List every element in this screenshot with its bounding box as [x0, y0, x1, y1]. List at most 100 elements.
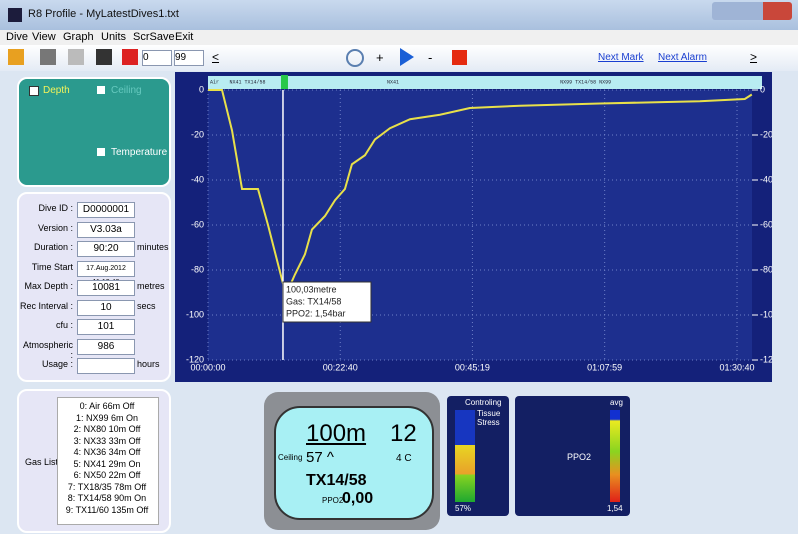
gas-item: 7: TX18/35 78m Off — [57, 482, 157, 492]
x-tick-label: 00:45:19 — [455, 362, 490, 372]
menu-item[interactable]: Exit — [175, 31, 193, 43]
info-value: 10081 — [77, 280, 135, 296]
tissue-value: 57% — [455, 504, 471, 513]
stop-button[interactable] — [452, 50, 467, 65]
gas-item: 1: NX99 6m On — [57, 413, 157, 423]
info-unit: minutes — [137, 242, 169, 252]
annotation-text: PPO2: 1,54bar — [286, 308, 346, 318]
gas-item: 8: TX14/58 90m On — [57, 493, 157, 503]
ceiling-readout: 57 ^ — [306, 449, 334, 466]
annotation-text: 100,03metre — [286, 284, 337, 294]
depth-option[interactable]: Depth — [43, 85, 70, 96]
from-input[interactable]: 0 — [142, 50, 172, 66]
info-unit: metres — [137, 281, 165, 291]
menu-item[interactable]: Dive — [6, 31, 28, 43]
info-label: Version : — [19, 223, 73, 233]
y2-tick-label: -40 — [760, 174, 772, 184]
y-tick-label: -40 — [191, 174, 204, 184]
y-tick-label: 0 — [199, 84, 204, 94]
ppo2-readout: 0,00 — [342, 490, 373, 508]
forward-button[interactable]: > — [750, 50, 757, 64]
info-label: Atmospheric : — [19, 340, 73, 360]
y-tick-label: -60 — [191, 219, 204, 229]
window-title: R8 Profile - MyLatestDives1.txt — [28, 8, 179, 20]
ppo2-panel: avg PPO2 1,54 — [515, 396, 630, 516]
y-tick-label: -80 — [191, 264, 204, 274]
info-value: V3.03a — [77, 222, 135, 238]
next-alarm[interactable]: Next Alarm — [658, 52, 707, 63]
gas-bar-label: NX99 TX14/58 NX99 — [560, 79, 611, 85]
print-icon[interactable] — [68, 49, 84, 65]
table-icon[interactable] — [40, 49, 56, 65]
cursor-marker — [281, 75, 288, 89]
y-tick-label: -100 — [186, 309, 204, 319]
gas-item: 5: NX41 29m On — [57, 459, 157, 469]
info-unit: hours — [137, 359, 160, 369]
to-input[interactable]: 99 — [174, 50, 204, 66]
time-readout: 12 — [390, 420, 417, 448]
save-icon[interactable] — [96, 49, 112, 65]
zoom-in[interactable]: + — [376, 50, 384, 65]
info-label: cfu : — [19, 320, 73, 330]
gas-list-label: Gas List — [25, 457, 58, 467]
ppo2-panel-label: PPO2 — [567, 452, 591, 462]
annotation-text: Gas: TX14/58 — [286, 296, 341, 306]
ppo2-panel-value: 1,54 — [607, 504, 623, 513]
home-icon[interactable] — [8, 49, 24, 65]
gas-item: 4: NX36 34m Off — [57, 447, 157, 457]
y2-tick-label: -60 — [760, 219, 772, 229]
menu-item[interactable]: Graph — [63, 31, 94, 43]
depth-chart: 00-20-20-40-40-60-60-80-80-100-100-120-1… — [175, 72, 772, 382]
gas-item: 6: NX50 22m Off — [57, 470, 157, 480]
play-button[interactable] — [400, 48, 414, 66]
y2-tick-label: -80 — [760, 264, 772, 274]
ceiling-option[interactable]: Ceiling — [111, 85, 142, 96]
info-label: Usage : — [19, 359, 73, 369]
info-unit: secs — [137, 301, 156, 311]
info-label: Time Start — [19, 262, 73, 272]
info-label: Duration : — [19, 242, 73, 252]
window-controls[interactable] — [712, 2, 792, 20]
info-value: 101 — [77, 319, 135, 335]
tissue-subtitle: Tissue Stress — [477, 409, 507, 427]
tissue-title: Controling — [465, 398, 501, 407]
y2-tick-label: -20 — [760, 129, 772, 139]
gas-bar-label: NX41 — [387, 79, 399, 85]
info-value: 10 — [77, 300, 135, 316]
marker-icon[interactable] — [122, 49, 138, 65]
title-bar: R8 Profile - MyLatestDives1.txt — [0, 0, 798, 30]
gas-bar-label: Air — [210, 79, 219, 85]
x-tick-label: 00:22:40 — [323, 362, 358, 372]
app-icon — [8, 8, 22, 22]
x-tick-label: 00:00:00 — [190, 362, 225, 372]
gas-item: 2: NX80 10m Off — [57, 424, 157, 434]
zoom-out[interactable]: - — [428, 50, 432, 65]
back-button[interactable]: < — [212, 50, 219, 64]
info-value: 90:20 — [77, 241, 135, 257]
toolbar: 0 99 < + - Next Mark Next Alarm > — [0, 45, 798, 71]
computer-screen: 100m 12 Ceiling 57 ^ 4 C TX14/58 PPO2 0,… — [274, 406, 434, 520]
info-value: D0000001 — [77, 202, 135, 218]
menu-item[interactable]: View — [32, 31, 56, 43]
menu-item[interactable]: ScrSave — [133, 31, 175, 43]
gas-item: 9: TX11/60 135m Off — [57, 505, 157, 515]
temperature-option[interactable]: Temperature — [111, 147, 167, 158]
dive-computer: 100m 12 Ceiling 57 ^ 4 C TX14/58 PPO2 0,… — [264, 392, 440, 530]
info-label: Max Depth : — [19, 281, 73, 291]
checkbox[interactable] — [97, 86, 105, 94]
checkbox-checked[interactable] — [29, 86, 39, 96]
info-value: 986 — [77, 339, 135, 355]
temp-readout: 4 C — [396, 453, 412, 464]
menu-item[interactable]: Units — [101, 31, 126, 43]
gas-item: 3: NX33 33m Off — [57, 436, 157, 446]
gas-bar-label: NX41 TX14/58 — [229, 79, 265, 85]
depth-readout: 100m — [306, 420, 366, 448]
display-options: Depth Ceiling Temperature — [17, 77, 171, 187]
info-value — [77, 358, 135, 374]
zoom-icon[interactable] — [346, 49, 364, 67]
checkbox[interactable] — [97, 148, 105, 156]
next-mark[interactable]: Next Mark — [598, 52, 644, 63]
gas-readout: TX14/58 — [306, 472, 366, 490]
x-tick-label: 01:30:40 — [720, 362, 755, 372]
